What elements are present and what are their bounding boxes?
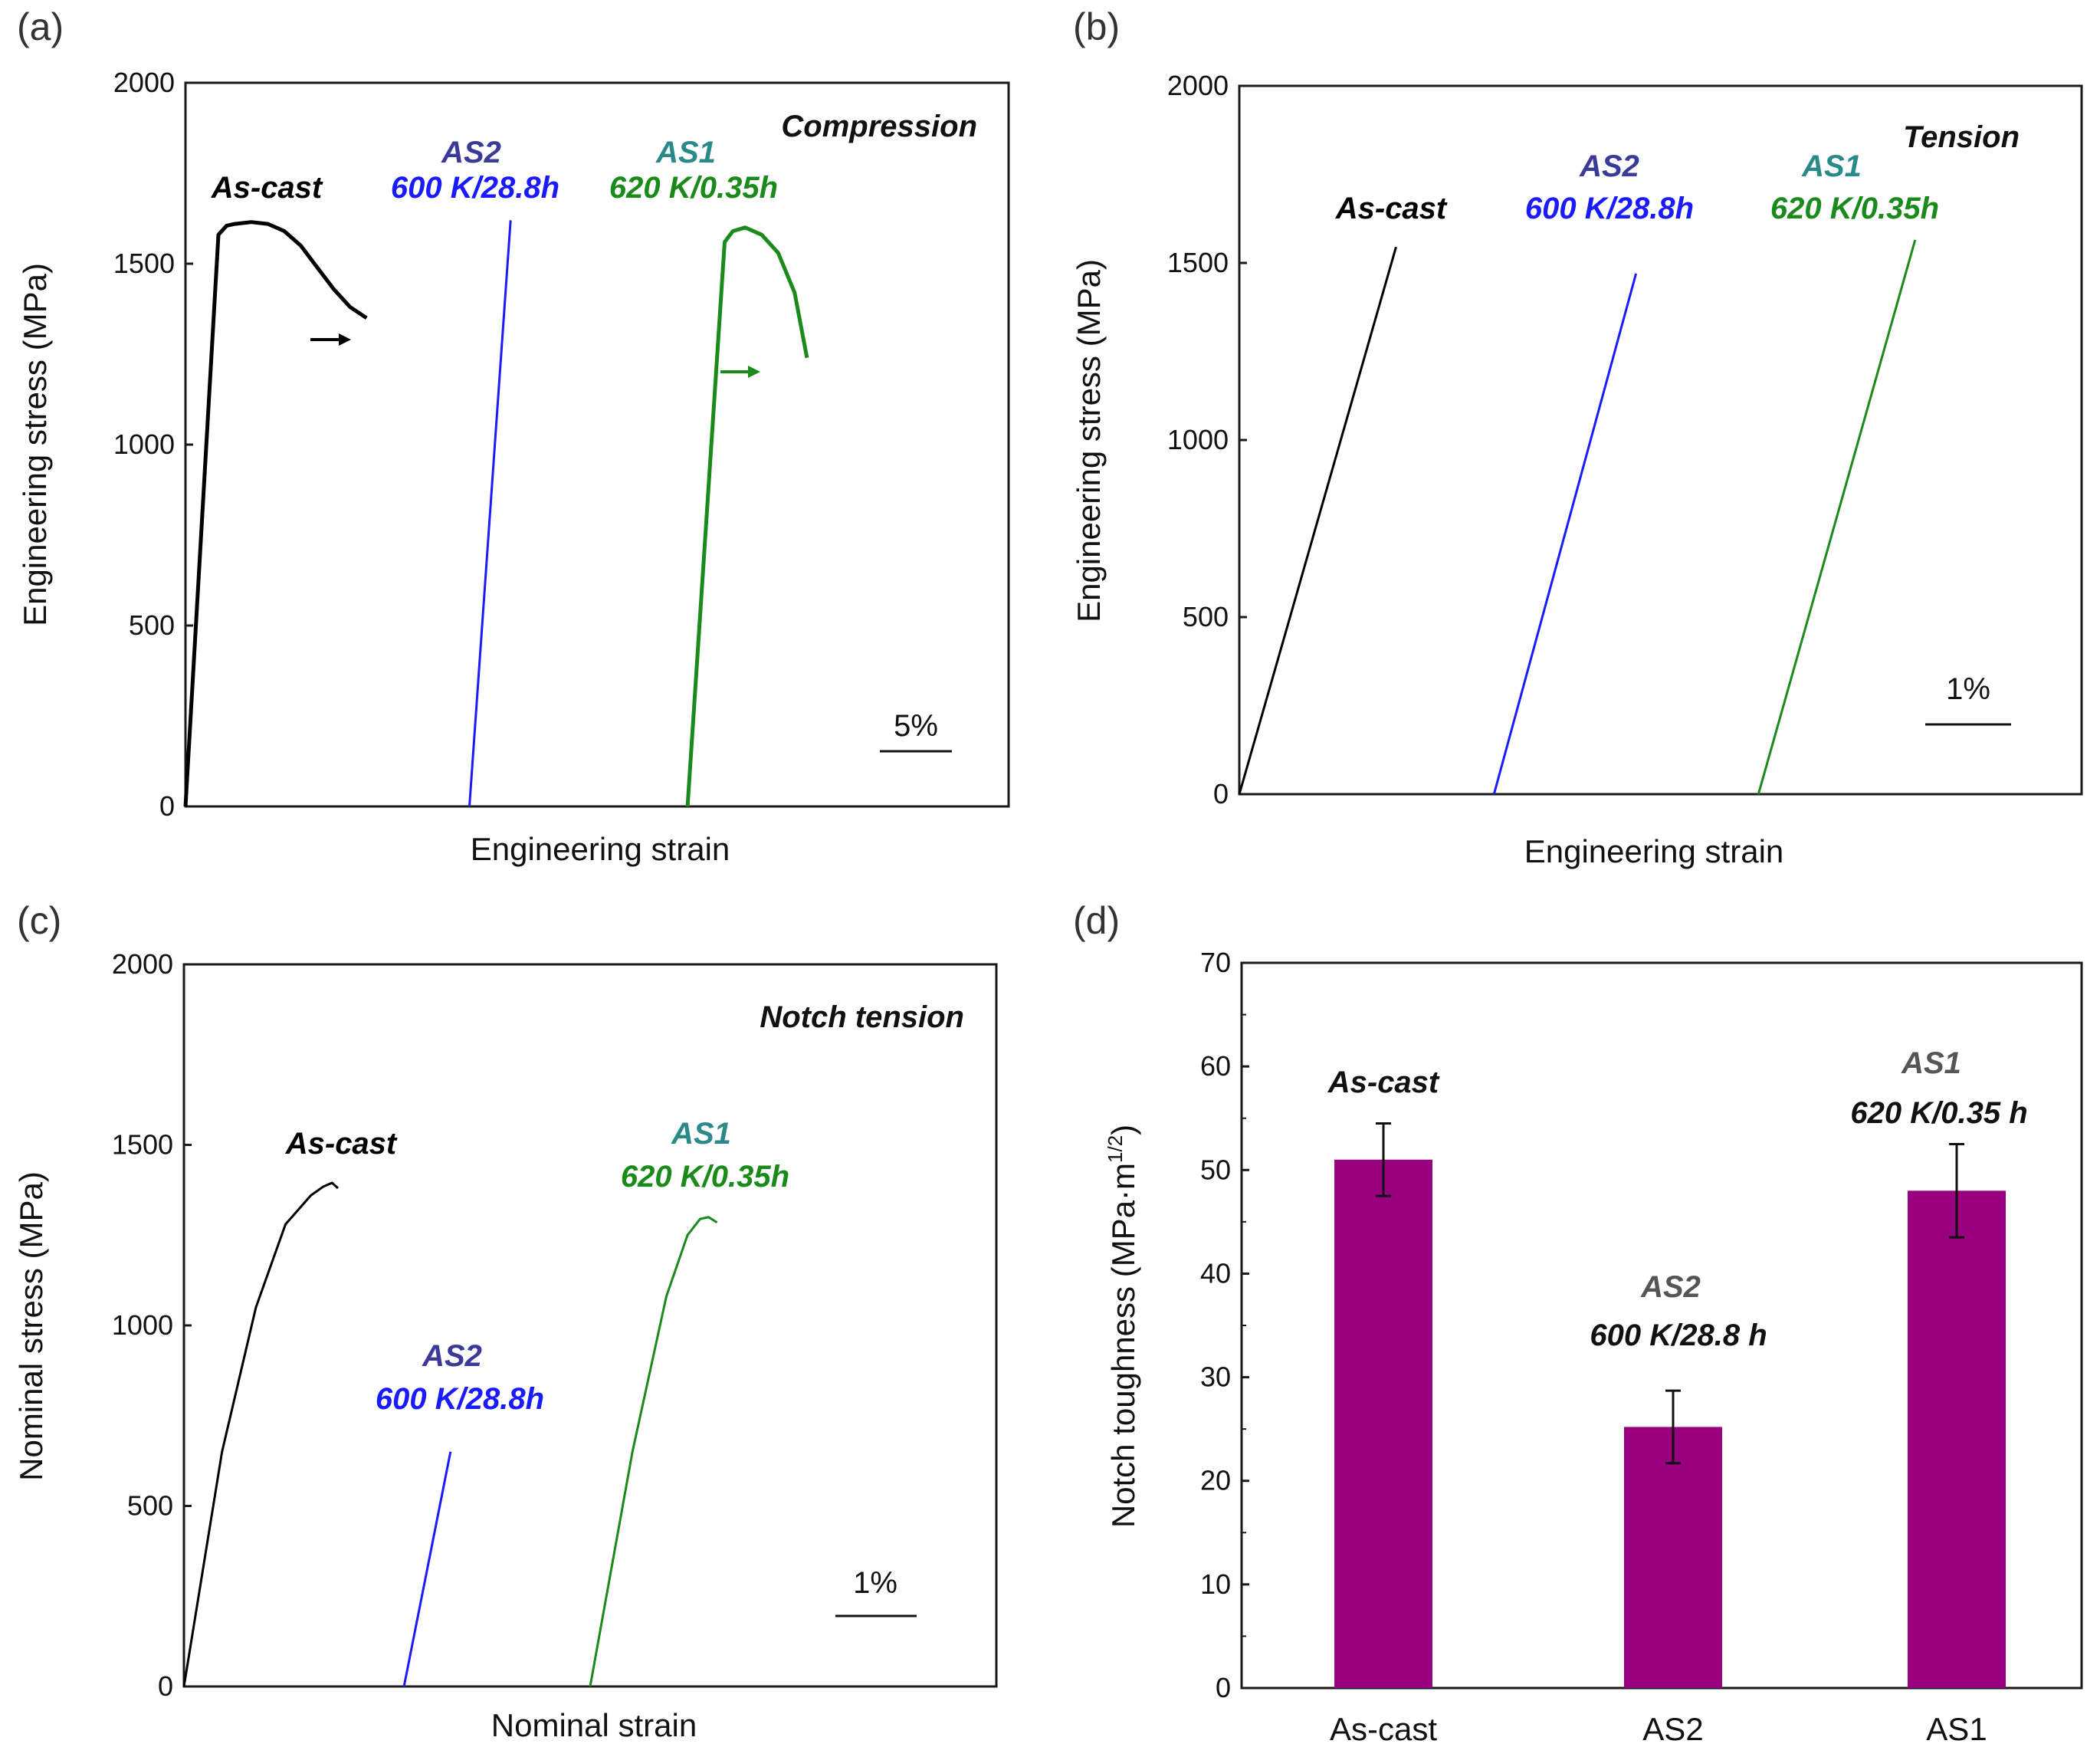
x-tick-label: As-cast — [1330, 1711, 1437, 1747]
y-tick-label: 20 — [1200, 1465, 1231, 1496]
sublabel-as1-a: 620 K/0.35h — [609, 171, 778, 205]
y-tick-label: 1000 — [112, 1309, 173, 1341]
y-ticks-d: 0 10 20 30 40 50 60 70 — [1200, 947, 1249, 1703]
y-axis-title-d-sup: 1/2 — [1104, 1135, 1127, 1163]
y-tick-label: 1500 — [1167, 247, 1229, 278]
y-tick-label: 500 — [127, 1490, 173, 1522]
label-as-cast-a: As-cast — [211, 171, 323, 205]
sublabel-as2-b: 600 K/28.8h — [1525, 192, 1694, 225]
scale-bar-label-b: 1% — [1946, 672, 1990, 706]
annotation-compression: Compression — [781, 110, 977, 143]
x-axis-title-c: Nominal strain — [491, 1707, 697, 1743]
sublabel-as2-c: 600 K/28.8h — [376, 1382, 544, 1416]
y-tick-label: 0 — [1213, 778, 1229, 810]
y-tick-label: 0 — [159, 790, 175, 822]
y-ticks-c: 0 500 1000 1500 2000 — [112, 948, 192, 1702]
sublabel-as1-c: 620 K/0.35h — [621, 1160, 789, 1194]
series-group-c — [182, 1181, 718, 1687]
annotation-notch-tension: Notch tension — [760, 1000, 964, 1034]
y-axis-title-a: Engineering stress (MPa) — [17, 263, 53, 626]
y-tick-label: 30 — [1200, 1361, 1231, 1393]
series-line-as2-b — [1492, 273, 1638, 795]
y-ticks-a: 0 500 1000 1500 2000 — [113, 67, 193, 822]
bar-label-as1: AS1 — [1901, 1046, 1961, 1080]
y-axis-title-d-main: Notch toughness (MPa·m — [1105, 1163, 1141, 1528]
x-ticks-d: As-cast AS2 AS1 — [1330, 1680, 1987, 1747]
bar-sublabel-as2: 600 K/28.8 h — [1590, 1319, 1767, 1352]
series-group-b — [1238, 239, 1917, 795]
y-tick-label: 1500 — [112, 1129, 173, 1161]
bar-label-as-cast: As-cast — [1327, 1066, 1440, 1099]
panel-label-d: (d) — [1073, 899, 1120, 942]
series-line-as_cast-a — [183, 220, 368, 807]
x-axis-title-a: Engineering strain — [471, 831, 730, 867]
bar-sublabel-as1: 620 K/0.35 h — [1850, 1096, 2027, 1130]
y-tick-label: 2000 — [113, 67, 175, 98]
y-tick-label: 1500 — [113, 248, 175, 279]
bar-label-as2: AS2 — [1640, 1270, 1701, 1304]
y-tick-label: 0 — [158, 1670, 173, 1702]
y-tick-label: 2000 — [1167, 70, 1229, 101]
x-tick-label: AS2 — [1642, 1711, 1703, 1747]
scale-bar-label-a: 5% — [894, 709, 938, 743]
label-as1-c: AS1 — [671, 1117, 731, 1151]
sublabel-as2-a: 600 K/28.8h — [391, 171, 559, 205]
y-axis-title-d-close: ) — [1105, 1125, 1141, 1135]
annotation-tension: Tension — [1903, 120, 2020, 154]
y-tick-label: 60 — [1200, 1050, 1231, 1082]
y-tick-label: 2000 — [112, 948, 173, 980]
panel-label-a: (a) — [17, 5, 64, 48]
panel-d: (d) 0 10 20 30 40 50 60 70 As-cast AS2 AS1 Notch … — [1073, 899, 2083, 1747]
panel-label-b: (b) — [1073, 5, 1120, 48]
y-tick-label: 500 — [129, 609, 175, 641]
y-tick-label: 70 — [1200, 947, 1231, 978]
label-as-cast-b: As-cast — [1335, 192, 1448, 225]
sublabel-as1-b: 620 K/0.35h — [1770, 192, 1939, 225]
x-tick-label: AS1 — [1926, 1711, 1987, 1747]
y-axis-title-d: Notch toughness (MPa·m1/2) — [1104, 1125, 1141, 1528]
series-line-as_cast-c — [182, 1181, 340, 1687]
series-line-as2-c — [402, 1451, 452, 1687]
label-as2-a: AS2 — [441, 136, 501, 169]
scale-bar-label-c: 1% — [853, 1566, 897, 1600]
arrow-head-as1-a — [748, 366, 760, 378]
y-axis-title-b: Engineering stress (MPa) — [1071, 259, 1107, 622]
y-tick-label: 40 — [1200, 1257, 1231, 1289]
x-axis-title-b: Engineering strain — [1524, 833, 1784, 869]
y-ticks-b: 0 500 1000 1500 2000 — [1167, 70, 1247, 810]
y-tick-label: 0 — [1216, 1672, 1231, 1703]
bar-as2 — [1624, 1427, 1722, 1688]
series-line-as1-a — [685, 225, 809, 807]
bars-group-d — [1334, 1122, 2006, 1688]
bar-as-cast — [1334, 1159, 1432, 1688]
label-as1-a: AS1 — [655, 136, 716, 169]
panel-label-c: (c) — [17, 899, 61, 942]
label-as2-c: AS2 — [422, 1339, 482, 1373]
series-line-as_cast-b — [1238, 246, 1397, 795]
y-axis-title-c: Nominal stress (MPa) — [13, 1171, 49, 1481]
y-tick-label: 500 — [1183, 601, 1229, 632]
label-as2-b: AS2 — [1579, 149, 1639, 183]
y-tick-label: 1000 — [113, 429, 175, 460]
series-line-as1-c — [589, 1216, 718, 1687]
arrow-head-as-cast-a — [339, 333, 351, 346]
label-as1-b: AS1 — [1801, 149, 1862, 183]
series-line-as2-a — [468, 220, 512, 807]
y-tick-label: 50 — [1200, 1154, 1231, 1185]
bar-as1 — [1908, 1190, 2006, 1688]
panel-c: (c) 0 500 1000 1500 2000 Nominal strain Nomi… — [13, 899, 998, 1743]
label-as-cast-c: As-cast — [285, 1127, 398, 1161]
series-line-as1-b — [1757, 239, 1917, 795]
y-tick-label: 10 — [1200, 1568, 1231, 1600]
series-group-a — [183, 220, 809, 807]
y-tick-label: 1000 — [1167, 424, 1229, 455]
